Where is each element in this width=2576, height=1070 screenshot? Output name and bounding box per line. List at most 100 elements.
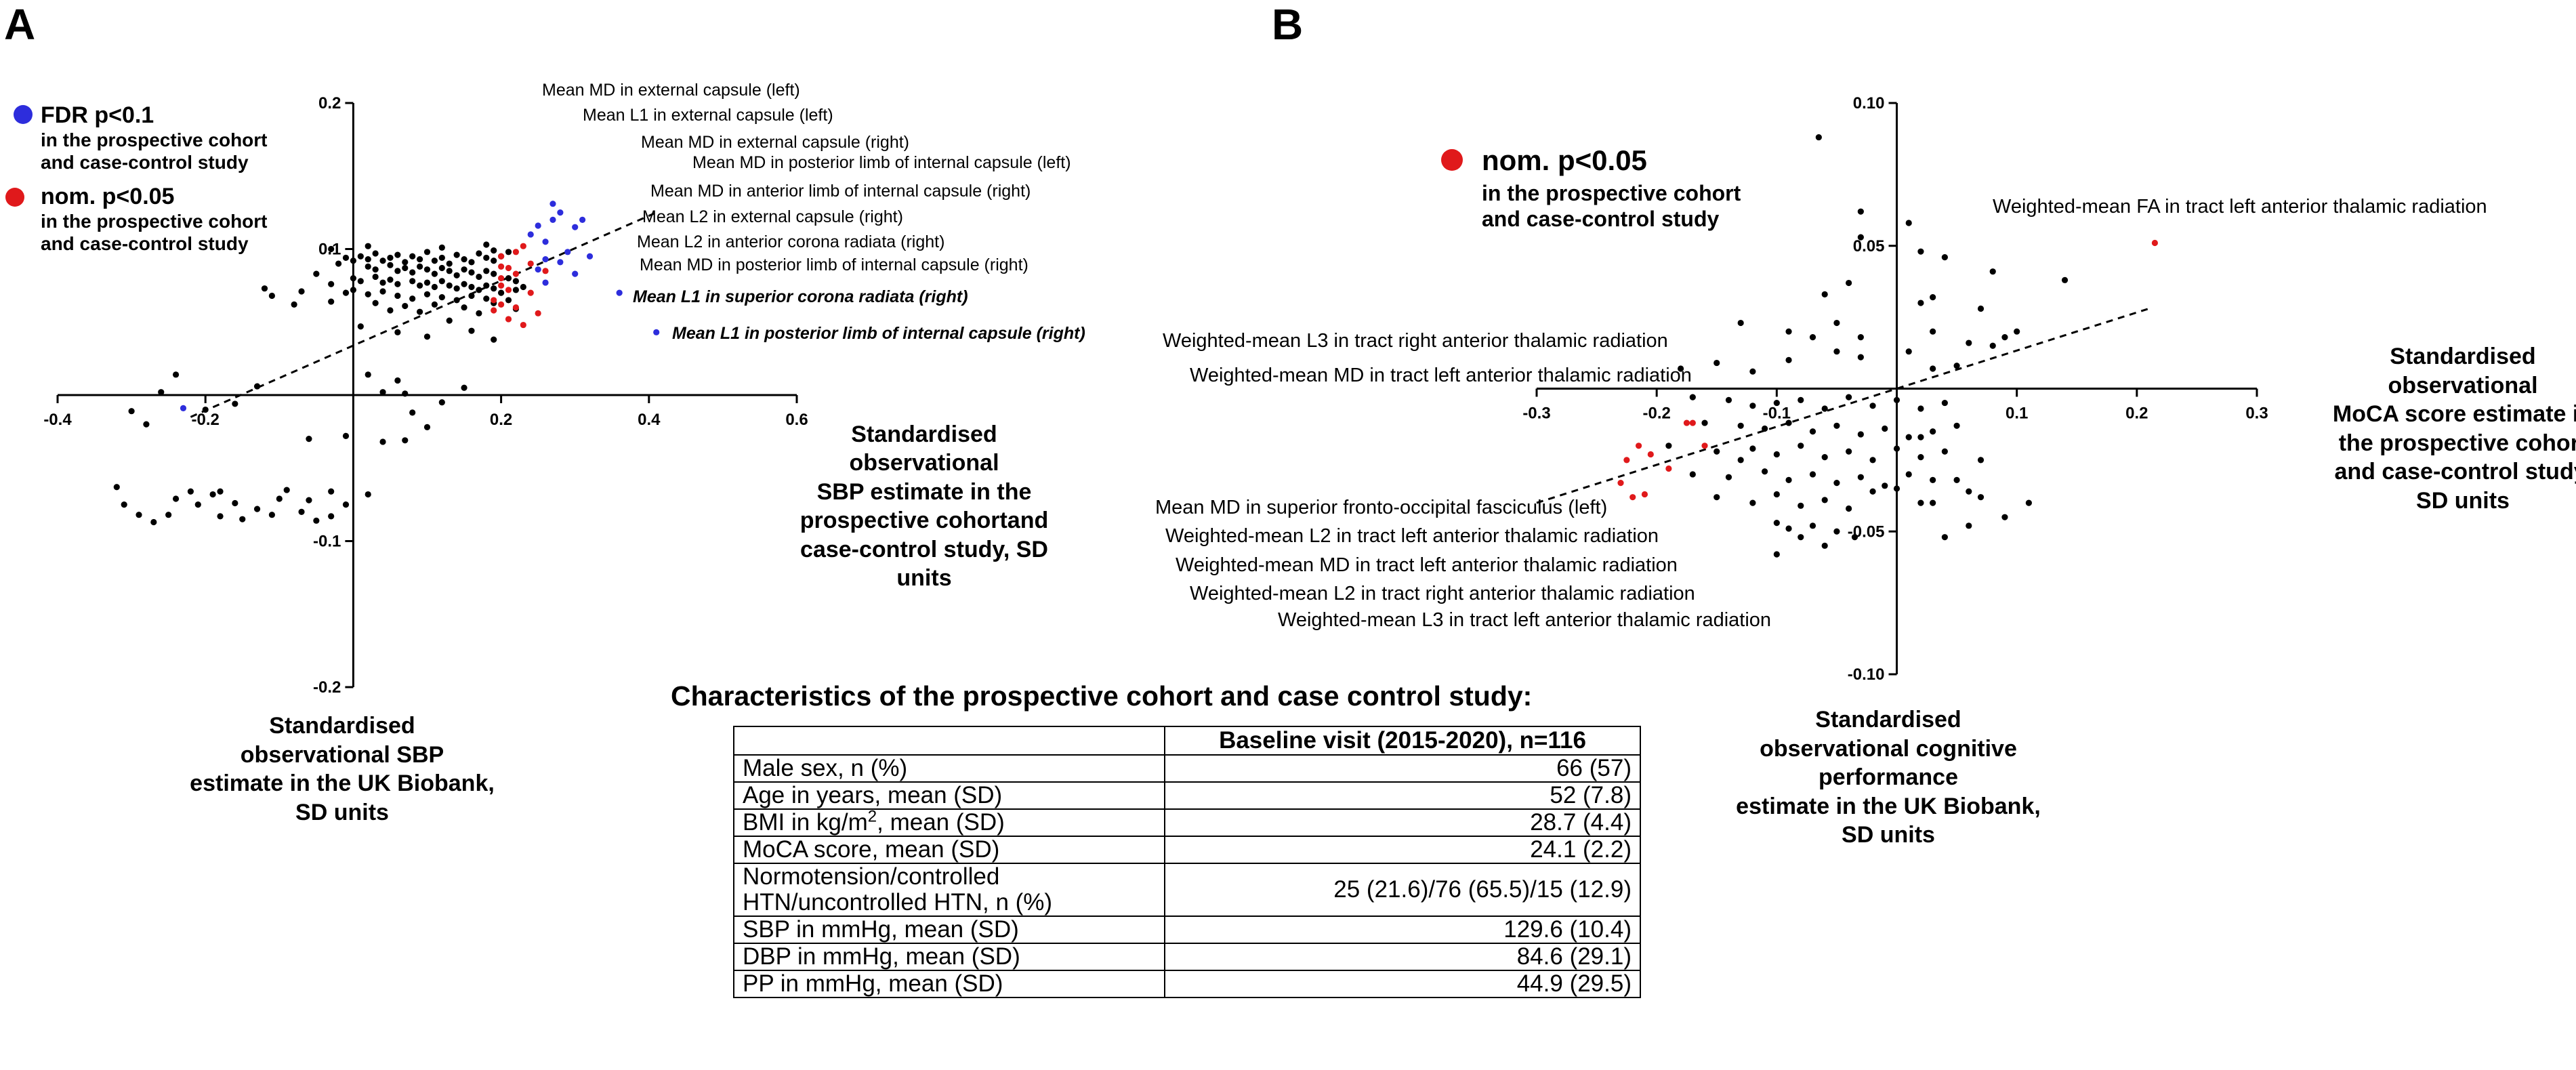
annotation-a-9: Mean L1 in superior corona radiata (righ… xyxy=(633,287,968,306)
panel-a-point-series-0 xyxy=(468,269,475,276)
panel-b-point-series-0 xyxy=(1977,494,1985,501)
panel-b-point-series-0 xyxy=(1966,488,1972,495)
panel-b-point-series-0 xyxy=(1773,520,1780,527)
panel-a-legend: FDR p<0.1 in the prospective cohort and … xyxy=(5,102,268,254)
panel-a-point-series-0 xyxy=(268,292,275,300)
panel-a-point-series-2 xyxy=(549,216,556,223)
panel-a-point-series-0 xyxy=(483,282,490,289)
panel-a-point-series-2 xyxy=(542,279,549,286)
panel-b-point-series-0 xyxy=(1857,334,1864,341)
panel-a-point-series-0 xyxy=(431,258,438,264)
annotation-a-8: Mean MD in posterior limb of internal ca… xyxy=(640,255,1029,274)
panel-b-point-series-0 xyxy=(1857,474,1864,480)
panel-b-point-series-0 xyxy=(1869,457,1876,464)
panel-a-point-series-0 xyxy=(491,285,497,292)
panel-b-point-series-0 xyxy=(1809,522,1816,529)
panel-a-point-series-0 xyxy=(313,517,320,524)
panel-b-point-series-0 xyxy=(1809,471,1816,478)
panel-b-point-series-1 xyxy=(1617,479,1624,487)
annotation-b-6: Weighted-mean MD in tract left anterior … xyxy=(1176,554,1678,576)
panel-b-point-series-0 xyxy=(1930,328,1936,335)
legend-nom-title: nom. p<0.05 xyxy=(41,184,174,209)
panel-b-point-series-0 xyxy=(1905,348,1912,355)
panel-b-point-series-0 xyxy=(1821,405,1828,412)
panel-a-point-series-0 xyxy=(379,288,386,295)
panel-a-point-series-0 xyxy=(328,488,335,495)
panel-a-x-tick-label: -0.4 xyxy=(43,411,72,429)
panel-a-point-series-0 xyxy=(394,292,401,300)
panel-a-point-series-0 xyxy=(431,283,438,291)
table-row: BMI in kg/m2, mean (SD) 28.7 (4.4) xyxy=(733,808,1641,837)
panel-b-point-series-0 xyxy=(1917,300,1924,306)
panel-a-point-series-0 xyxy=(409,269,416,276)
panel-a-annotations: Mean MD in external capsule (left) Mean … xyxy=(542,81,1085,343)
panel-b-point-series-1 xyxy=(1647,451,1654,458)
panel-b-point-series-0 xyxy=(1846,279,1852,287)
panel-b-point-series-1 xyxy=(1701,443,1708,449)
panel-a-point-series-0 xyxy=(438,294,445,301)
table-row: PP in mmHg, mean (SD) 44.9 (29.5) xyxy=(733,970,1641,998)
annotation-a-2: Mean L1 in external capsule (left) xyxy=(583,106,833,125)
panel-a-point-series-0 xyxy=(416,263,423,270)
panel-b-point-series-1 xyxy=(1623,457,1630,464)
legend-b-nom-subtitle-2: and case-control study xyxy=(1482,207,1720,231)
panel-a-y-tick-label: -0.2 xyxy=(313,678,341,697)
panel-b-point-series-0 xyxy=(1857,431,1864,438)
panel-a-point-series-0 xyxy=(512,278,520,285)
panel-a-point-series-0 xyxy=(298,288,305,295)
panel-b-point-series-0 xyxy=(1857,208,1864,215)
panel-a-point-series-0 xyxy=(261,285,268,292)
panel-a-point-series-0 xyxy=(438,264,445,272)
panel-b-point-series-0 xyxy=(1869,403,1876,409)
panel-a-point-series-2 xyxy=(535,222,541,229)
x-title-b-line-3: MoCA score estimate in xyxy=(2333,401,2576,427)
table-row: Normotension/controlled HTN/uncontrolled … xyxy=(733,863,1641,917)
panel-a-point-series-0 xyxy=(357,323,364,330)
panel-a-point-series-0 xyxy=(165,512,172,518)
panel-a-point-series-2 xyxy=(572,224,579,230)
panel-a-point-series-0 xyxy=(453,285,460,292)
panel-a-point-series-0 xyxy=(409,295,416,302)
panel-a-point-series-0 xyxy=(446,317,453,324)
panel-b-point-series-0 xyxy=(1809,334,1816,341)
panel-a-point-series-0 xyxy=(491,258,497,264)
panel-a-point-series-0 xyxy=(453,297,460,304)
annotation-b-8: Weighted-mean L3 in tract left anterior … xyxy=(1278,609,1771,631)
panel-b-point-series-0 xyxy=(1977,305,1985,312)
panel-a-point-series-0 xyxy=(505,297,512,304)
panel-b-point-series-0 xyxy=(1725,396,1732,403)
panel-a-point-series-0 xyxy=(365,291,371,297)
panel-a-point-series-0 xyxy=(342,289,350,296)
panel-a-point-series-2 xyxy=(579,216,586,223)
panel-a-point-series-0 xyxy=(268,512,275,518)
panel-b-point-series-0 xyxy=(1893,396,1900,403)
panel-a-point-series-0 xyxy=(342,432,350,439)
annotation-a-10: Mean L1 in posterior limb of internal ca… xyxy=(672,324,1085,343)
panel-b-point-series-0 xyxy=(1749,445,1756,452)
panel-a-point-series-0 xyxy=(387,307,394,314)
panel-b-letter: B xyxy=(1272,0,1303,49)
panel-a-point-series-0 xyxy=(402,390,409,397)
panel-b-point-series-0 xyxy=(1737,422,1744,429)
annotation-b-4: Mean MD in superior fronto-occipital fas… xyxy=(1155,497,1607,518)
panel-a-point-series-1 xyxy=(505,316,512,323)
panel-a-point-series-2 xyxy=(535,266,541,273)
panel-a-point-series-0 xyxy=(453,272,460,279)
panel-a-point-series-0 xyxy=(350,287,357,293)
annotation-a-3: Mean MD in external capsule (right) xyxy=(641,133,909,152)
legend-fdr-title: FDR p<0.1 xyxy=(41,102,154,128)
panel-a-point-series-0 xyxy=(276,495,283,502)
annotation-b-1: Weighted-mean FA in tract left anterior … xyxy=(1993,196,2487,218)
panel-b-point-series-0 xyxy=(1905,434,1912,440)
panel-a-point-series-2 xyxy=(616,289,623,296)
x-title-a-line-1: Standardised xyxy=(851,421,997,447)
panel-b-point-series-0 xyxy=(1846,394,1852,400)
panel-a-point-series-0 xyxy=(365,371,371,378)
panel-b-point-series-0 xyxy=(1725,474,1732,480)
panel-a-point-series-0 xyxy=(461,255,468,263)
annotation-a-1: Mean MD in external capsule (left) xyxy=(542,81,800,100)
panel-a-point-series-0 xyxy=(379,279,386,286)
panel-b-y-tick-label: -0.10 xyxy=(1848,665,1885,684)
panel-b-y-title: Standardised observational cognitive per… xyxy=(1736,707,2041,848)
panel-b-point-series-0 xyxy=(1749,499,1756,506)
